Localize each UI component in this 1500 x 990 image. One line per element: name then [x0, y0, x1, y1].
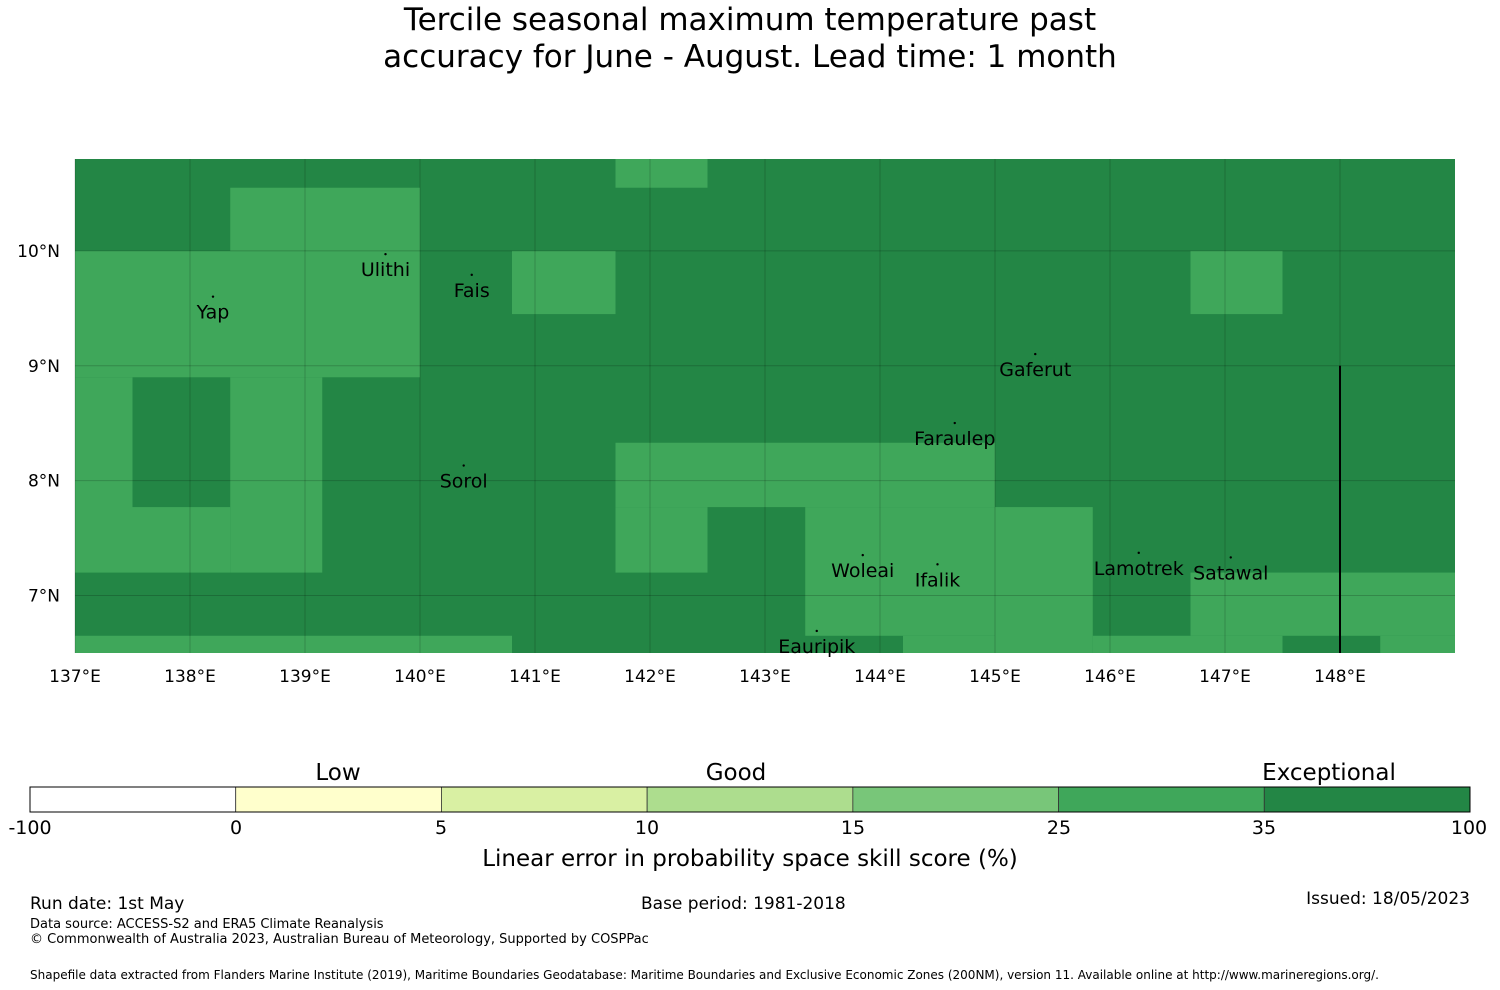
longitude-tick-label: 137°E	[49, 667, 101, 687]
skill-cell	[1380, 635, 1455, 653]
island-marker	[936, 563, 939, 566]
island-label: Satawal	[1193, 562, 1268, 584]
longitude-tick-label: 148°E	[1314, 667, 1366, 687]
skill-cell	[615, 159, 708, 188]
colorbar-tick-label: 0	[229, 817, 243, 839]
island-marker	[861, 553, 864, 557]
colorbar	[29, 786, 1471, 813]
colorbar-tick-label: 100	[1450, 817, 1488, 839]
colorbar-bin	[646, 786, 854, 813]
skill-cell	[615, 507, 708, 573]
skill-cell	[1190, 572, 1455, 636]
colorbar-tick-label: 25	[1046, 817, 1072, 839]
longitude-tick-label: 146°E	[1084, 667, 1136, 687]
skill-cell	[230, 187, 420, 251]
skill-cell	[75, 377, 133, 573]
longitude-tick-label: 144°E	[854, 667, 906, 687]
latitude-tick-label: 9°N	[28, 357, 60, 377]
longitude-tick-label: 140°E	[394, 667, 446, 687]
longitude-tick-labels: 137°E 138°E 139°E 140°E 141°E 142°E 143°E 144°E…	[49, 667, 1366, 687]
colorbar-tick-label: -100	[8, 817, 52, 839]
island-label: Faraulep	[914, 428, 995, 450]
skill-cell	[805, 507, 995, 636]
colorbar-bin	[235, 786, 442, 813]
island-marker	[1034, 352, 1037, 356]
island-label: Eauripik	[778, 636, 855, 658]
latitude-tick-label: 8°N	[28, 472, 60, 492]
island-label: Lamotrek	[1094, 558, 1184, 580]
island-marker	[384, 252, 387, 256]
longitude-tick-label: 142°E	[624, 667, 676, 687]
longitude-tick-label: 139°E	[279, 667, 331, 687]
data-source: Data source: ACCESS-S2 and ERA5 Climate …	[30, 917, 384, 932]
longitude-tick-label: 138°E	[164, 667, 216, 687]
colorbar-bin	[1263, 786, 1471, 813]
island-markers	[211, 252, 1232, 633]
skill-cell	[132, 507, 231, 573]
island-marker	[815, 629, 818, 633]
skill-cells	[75, 159, 1455, 653]
latitude-tick-label: 10°N	[17, 242, 60, 262]
latitude-tick-labels: 10°N 9°N 8°N 7°N	[17, 242, 60, 607]
island-label: Ulithi	[361, 259, 410, 281]
skill-cell	[512, 250, 616, 315]
colorbar-bin	[1058, 786, 1265, 813]
colorbar-tick-label: 35	[1251, 817, 1277, 839]
island-marker	[1229, 556, 1232, 559]
colorbar-title: Linear error in probability space skill …	[482, 846, 1018, 872]
island-marker	[470, 273, 473, 277]
island-marker	[1137, 551, 1140, 555]
longitude-tick-label: 145°E	[969, 667, 1021, 687]
island-marker	[462, 464, 465, 467]
shapefile-credit: Shapefile data extracted from Flanders M…	[30, 968, 1379, 982]
title-line-1: Tercile seasonal maximum temperature pas…	[403, 2, 1097, 38]
issued-date: Issued: 18/05/2023	[1306, 889, 1470, 909]
skill-cell	[995, 507, 1093, 653]
longitude-tick-label: 143°E	[739, 667, 791, 687]
colorbar-frame	[29, 786, 1471, 813]
longitude-tick-label: 147°E	[1199, 667, 1251, 687]
base-period: Base period: 1981-2018	[641, 894, 846, 914]
island-labels: Yap Ulithi Fais Gaferut Faraulep Sorol Woleai I…	[196, 259, 1269, 658]
colorbar-bin	[29, 786, 237, 813]
island-marker	[953, 421, 956, 425]
skill-cell	[903, 635, 995, 653]
skill-cell	[1190, 250, 1283, 315]
island-label: Gaferut	[999, 359, 1071, 381]
category-exceptional-label: Exceptional	[1262, 760, 1396, 786]
chart-title: Tercile seasonal maximum temperature pas…	[0, 2, 1500, 76]
colorbar-tick-label: 15	[840, 817, 866, 839]
skill-cell	[75, 250, 420, 378]
category-low-label: Low	[315, 760, 361, 786]
skill-cell	[1190, 635, 1283, 653]
category-good-label: Good	[705, 760, 767, 786]
island-marker	[211, 295, 215, 298]
island-label: Ifalik	[915, 569, 961, 591]
latitude-tick-label: 7°N	[28, 587, 60, 607]
colorbar-bin	[852, 786, 1059, 813]
skill-cell	[615, 442, 995, 508]
skill-cell	[230, 377, 323, 573]
island-label: Yap	[196, 302, 230, 324]
longitude-tick-label: 141°E	[509, 667, 561, 687]
colorbar-bin	[441, 786, 648, 813]
island-label: Sorol	[440, 471, 488, 493]
skill-cell	[1092, 635, 1191, 653]
island-label: Woleai	[831, 560, 894, 582]
title-line-2: accuracy for June - August. Lead time: 1…	[383, 39, 1117, 75]
colorbar-tick-label: 5	[434, 817, 448, 839]
island-label: Fais	[454, 280, 490, 302]
run-date: Run date: 1st May	[30, 894, 185, 914]
copyright-notice: © Commonwealth of Australia 2023, Austra…	[30, 932, 649, 947]
skill-cell	[75, 635, 512, 653]
colorbar-tick-label: 10	[634, 817, 660, 839]
